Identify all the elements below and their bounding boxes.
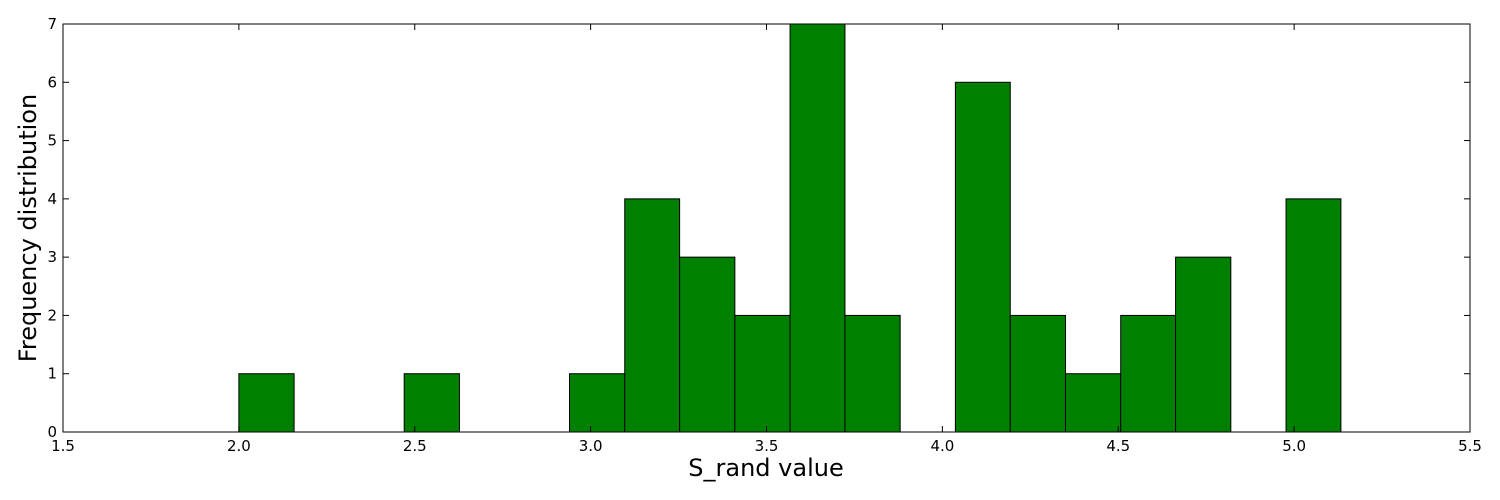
histogram-bar-11 bbox=[844, 314, 901, 433]
histogram-bar-16 bbox=[1120, 314, 1177, 433]
histogram-bar-19 bbox=[1285, 198, 1342, 433]
histogram-bar-8 bbox=[679, 256, 736, 433]
tick-labels-layer: 1.5 2.0 2.5 3.0 3.5 4.0 4.5 5.0 5.5 0 1 2 3 4 5 6 7 bbox=[47, 15, 1481, 455]
x-tick-label-6: 4.5 bbox=[1106, 437, 1130, 455]
x-axis-label: S_rand value bbox=[688, 454, 843, 482]
histogram-bar-3 bbox=[403, 373, 460, 433]
histogram-bar-14 bbox=[1009, 314, 1066, 433]
y-tick-label-0: 0 bbox=[47, 423, 57, 441]
y-tick-label-5: 5 bbox=[47, 132, 57, 150]
x-tick-label-0: 1.5 bbox=[51, 437, 75, 455]
x-tick-label-7: 5.0 bbox=[1282, 437, 1306, 455]
y-tick-label-3: 3 bbox=[47, 248, 57, 266]
histogram-bar-9 bbox=[734, 314, 791, 433]
y-axis-label: Frequency distribution bbox=[14, 94, 42, 362]
histogram-bar-13 bbox=[954, 81, 1011, 433]
histogram-bar-17 bbox=[1175, 256, 1232, 433]
x-tick-label-8: 5.5 bbox=[1458, 437, 1482, 455]
histogram-bar-10 bbox=[789, 23, 846, 433]
plot-frame bbox=[62, 23, 1471, 433]
y-tick-label-1: 1 bbox=[47, 365, 57, 383]
histogram-bar-0 bbox=[238, 373, 295, 433]
x-tick-label-4: 3.5 bbox=[755, 437, 779, 455]
histogram-bar-7 bbox=[624, 198, 681, 433]
y-tick-label-4: 4 bbox=[47, 190, 57, 208]
x-tick-label-2: 2.5 bbox=[403, 437, 427, 455]
x-tick-label-3: 3.0 bbox=[579, 437, 603, 455]
y-tick-label-2: 2 bbox=[47, 306, 57, 324]
x-tick-label-5: 4.0 bbox=[930, 437, 954, 455]
y-tick-label-6: 6 bbox=[47, 73, 57, 91]
x-tick-label-1: 2.0 bbox=[227, 437, 251, 455]
y-tick-label-7: 7 bbox=[47, 15, 57, 33]
bars-layer bbox=[238, 23, 1342, 433]
histogram-bar-15 bbox=[1064, 373, 1122, 433]
histogram-bar-6 bbox=[569, 373, 626, 433]
